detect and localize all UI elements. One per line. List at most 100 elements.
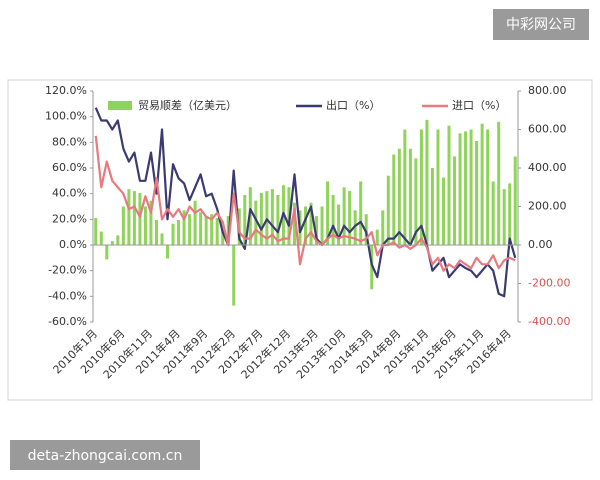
bar (110, 241, 114, 245)
bar (491, 181, 495, 245)
bar (199, 212, 203, 245)
bar (154, 219, 158, 245)
bar (254, 200, 258, 245)
watermark: 中彩网公司 (506, 17, 576, 33)
bar (99, 231, 103, 245)
line (94, 107, 517, 298)
bar (392, 154, 396, 245)
bar (94, 218, 98, 245)
bar (132, 191, 136, 245)
bar (232, 245, 236, 306)
bar (480, 123, 484, 245)
y2-tick-label: 200.00 (528, 200, 567, 213)
bar (364, 214, 368, 245)
y2-tick-label: -200.00 (528, 277, 570, 290)
bar (259, 193, 263, 245)
bar (397, 148, 401, 245)
legend-label: 出口（%） (326, 98, 380, 112)
bar (430, 168, 434, 245)
bar (508, 183, 512, 245)
y-tick-label: -60.0% (48, 315, 87, 328)
bar (127, 189, 131, 245)
bar (270, 189, 274, 245)
bar (381, 210, 385, 245)
bar (105, 245, 109, 260)
bar (453, 156, 457, 245)
y2-tick-label: -400.00 (528, 315, 570, 328)
bar (475, 141, 479, 245)
legend-label: 进口（%） (452, 99, 506, 112)
bar (425, 119, 429, 245)
bar (304, 206, 307, 245)
bar (221, 229, 225, 245)
bar (210, 214, 214, 245)
bar (513, 156, 517, 245)
bar (375, 229, 379, 245)
bar (160, 233, 164, 245)
bar (486, 129, 490, 245)
bar (370, 245, 374, 290)
bar (138, 193, 142, 245)
bar (320, 206, 324, 245)
bar (342, 187, 346, 245)
bar (441, 177, 445, 245)
bar (204, 216, 208, 245)
bar (149, 200, 153, 245)
line (94, 135, 516, 272)
bar (215, 218, 219, 245)
watermark: deta-zhongcai.com.cn (28, 448, 183, 464)
bar (497, 121, 501, 245)
bar (419, 129, 423, 245)
legend-label: 贸易顺差（亿美元） (138, 98, 237, 112)
watermark-box (10, 440, 200, 470)
bar (408, 148, 412, 245)
y2-tick-label: 400.00 (528, 161, 567, 174)
bar (276, 194, 280, 245)
y-tick-label: -40.0% (48, 289, 87, 302)
bar (116, 235, 120, 245)
bar (331, 194, 335, 245)
bar (177, 219, 181, 245)
watermark-box (493, 9, 589, 40)
bar (337, 204, 341, 245)
bar (171, 223, 175, 245)
y-tick-label: 80.0% (52, 135, 87, 148)
y-tick-label: 0.0% (59, 238, 87, 251)
bar (292, 202, 296, 245)
bar (469, 129, 473, 245)
bar (502, 189, 506, 245)
bar (359, 181, 363, 245)
y-tick-label: 120.0% (45, 84, 87, 97)
bar (464, 131, 468, 245)
bar (353, 210, 357, 245)
bar (414, 158, 418, 245)
bar (348, 191, 352, 245)
bar (447, 125, 451, 245)
y-tick-label: 100.0% (45, 110, 87, 123)
bar (386, 175, 390, 245)
y2-tick-label: 0.00 (528, 238, 553, 251)
y-tick-label: 20.0% (52, 212, 87, 225)
bar (265, 191, 269, 245)
y2-tick-label: 800.00 (528, 84, 567, 97)
bar (121, 206, 125, 245)
bar (143, 206, 147, 245)
legend-swatch (108, 101, 132, 110)
y2-tick-label: 600.00 (528, 123, 567, 136)
bar (166, 245, 170, 259)
y-tick-label: 40.0% (52, 187, 87, 200)
bar (309, 202, 313, 245)
bar (182, 210, 186, 245)
bar (315, 216, 319, 245)
bar (326, 181, 330, 245)
y-tick-label: 60.0% (52, 161, 87, 174)
bar (243, 194, 247, 245)
bar (188, 214, 192, 245)
bar (458, 133, 462, 245)
bar (193, 200, 197, 245)
y-tick-label: -20.0% (48, 264, 87, 277)
bar (436, 129, 440, 245)
bar (403, 129, 407, 245)
